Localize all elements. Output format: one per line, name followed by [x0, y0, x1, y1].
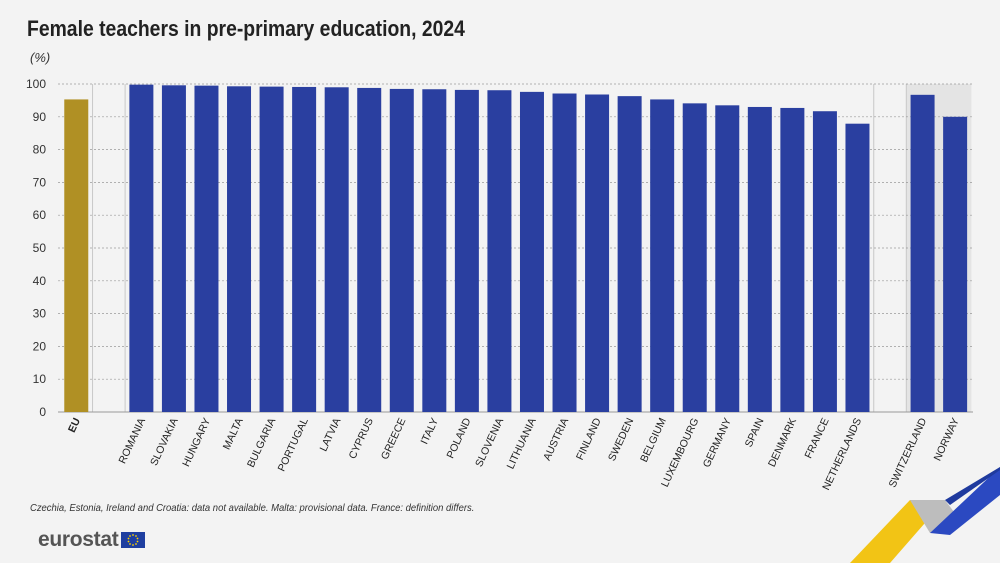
- bar-netherlands: [845, 123, 870, 413]
- bar-france: [812, 111, 837, 412]
- corner-decoration: [850, 467, 1000, 563]
- brand-name: eurostat: [38, 528, 119, 551]
- bar-norway: [943, 116, 968, 413]
- x-tick-label: BELGIUM: [638, 416, 669, 464]
- x-tick-label: ROMANIA: [117, 416, 149, 465]
- x-tick-label: AUSTRIA: [541, 416, 571, 462]
- footnote: Czechia, Estonia, Ireland and Croatia: d…: [30, 502, 475, 514]
- x-tick-label: FINLAND: [574, 416, 604, 462]
- eu-flag-icon: [121, 532, 146, 548]
- y-tick-label: 10: [33, 372, 47, 386]
- x-tick-label: SWEDEN: [606, 416, 636, 463]
- x-tick-label: LITHUANIA: [505, 416, 539, 471]
- x-tick-label: SLOVAKIA: [148, 416, 181, 467]
- x-tick-label: GREECE: [379, 416, 409, 461]
- y-tick-label: 0: [39, 405, 46, 419]
- y-tick-label: 60: [33, 208, 47, 222]
- bar-sweden: [617, 96, 642, 413]
- y-tick-label: 50: [33, 241, 47, 255]
- x-tick-label: HUNGARY: [180, 416, 213, 468]
- unit-label: (%): [30, 50, 51, 65]
- x-tick-label: POLAND: [444, 416, 473, 461]
- bar-eu: [64, 99, 89, 412]
- y-tick-label: 70: [33, 175, 47, 189]
- bar-greece: [389, 88, 414, 413]
- x-tick-label: PORTUGAL: [276, 416, 311, 473]
- bar-lithuania: [519, 91, 544, 412]
- bar-cyprus: [357, 87, 382, 412]
- bar-malta: [227, 86, 252, 413]
- bar-slovakia: [161, 85, 186, 412]
- bar-luxembourg: [682, 103, 707, 413]
- chart-title: Female teachers in pre-primary education…: [27, 16, 465, 41]
- y-tick-label: 80: [33, 143, 47, 157]
- bar-germany: [715, 105, 740, 412]
- y-tick-label: 20: [33, 339, 47, 353]
- bar-spain: [747, 106, 772, 413]
- bar-slovenia: [487, 90, 512, 413]
- bar-denmark: [780, 107, 805, 412]
- bar-switzerland: [910, 94, 935, 412]
- bar-finland: [585, 94, 610, 412]
- bar-romania: [129, 84, 154, 412]
- x-tick-label: DENMARK: [766, 416, 799, 469]
- eurostat-logo: eurostat: [38, 528, 146, 552]
- x-tick-label: MALTA: [221, 416, 246, 451]
- x-tick-label: EU: [66, 416, 83, 434]
- x-tick-label: SPAIN: [743, 416, 767, 449]
- x-tick-label: ITALY: [418, 416, 441, 446]
- y-tick-label: 40: [33, 274, 47, 288]
- x-tick-label: CYPRUS: [347, 416, 376, 461]
- x-tick-label: GERMANY: [701, 416, 734, 469]
- bar-bulgaria: [259, 86, 284, 413]
- y-tick-label: 30: [33, 307, 47, 321]
- y-tick-label: 90: [33, 110, 47, 124]
- bar-latvia: [324, 87, 349, 412]
- bar-portugal: [292, 86, 317, 413]
- bar-austria: [552, 93, 577, 413]
- bar-hungary: [194, 85, 219, 412]
- bar-poland: [454, 89, 479, 413]
- bar-belgium: [650, 99, 675, 412]
- y-tick-label: 100: [26, 77, 46, 91]
- bar-italy: [422, 89, 447, 413]
- x-tick-label: NORWAY: [932, 416, 962, 463]
- x-tick-label: LATVIA: [318, 416, 344, 453]
- x-tick-label: FRANCE: [803, 416, 832, 460]
- x-tick-label: BULGARIA: [245, 416, 278, 469]
- bar-chart: 0 10 20 30 40 50 60 70 80 90 100 EU ROMANIA SLOVAKIA H…: [26, 77, 973, 492]
- x-tick-label: SLOVENIA: [473, 416, 506, 469]
